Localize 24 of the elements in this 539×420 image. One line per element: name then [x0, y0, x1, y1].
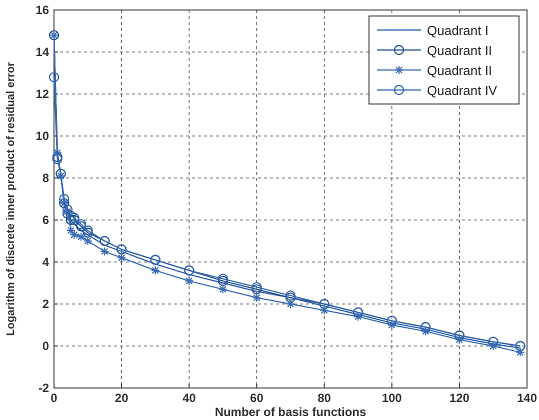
- x-axis-title: Number of basis functions: [214, 405, 366, 419]
- y-tick-label: 8: [42, 171, 50, 185]
- x-tick-label: 20: [114, 391, 129, 405]
- x-tick-label: 140: [516, 391, 538, 405]
- y-tick-label: 12: [36, 87, 50, 101]
- y-axis-title: Logarithm of discrete inner product of residual error: [5, 61, 17, 336]
- x-tick-label: 40: [182, 391, 196, 405]
- y-tick-label: 0: [42, 339, 50, 353]
- legend-label: Quadrant II: [427, 43, 492, 58]
- x-tick-label: 100: [382, 391, 402, 405]
- x-tick-label: 120: [449, 391, 470, 405]
- y-tick-label: 14: [36, 45, 50, 59]
- x-tick-label: 60: [250, 391, 264, 405]
- y-tick-label: 6: [42, 213, 50, 227]
- y-tick-label: 16: [36, 3, 50, 17]
- y-tick-label: -2: [38, 381, 50, 395]
- legend-label: Quadrant I: [427, 23, 488, 38]
- y-tick-label: 10: [36, 129, 50, 143]
- y-tick-label: 2: [42, 297, 50, 311]
- x-tick-label: 0: [50, 391, 58, 405]
- legend-label: Quadrant IV: [427, 83, 498, 98]
- y-tick-label: 4: [42, 255, 50, 269]
- x-tick-label: 80: [318, 391, 332, 405]
- legend-label: Quadrant II: [427, 63, 492, 78]
